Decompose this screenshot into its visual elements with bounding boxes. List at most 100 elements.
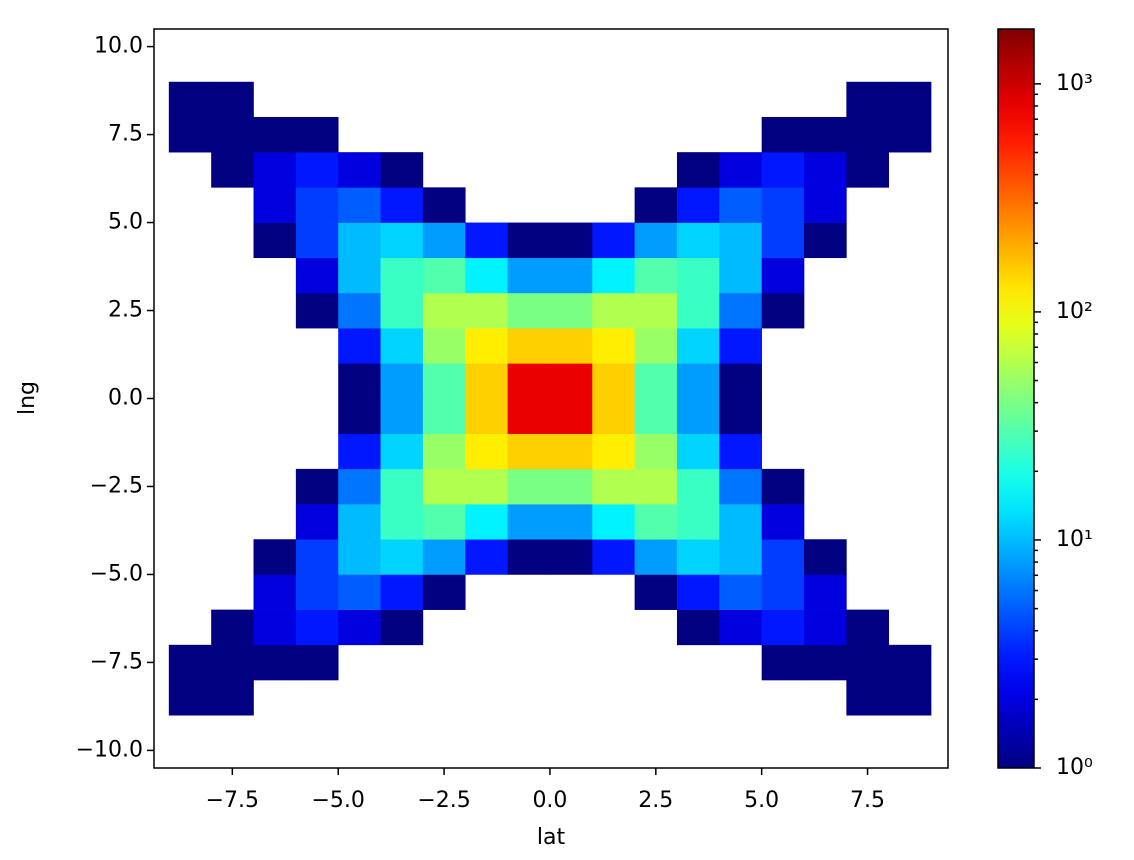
heatmap-cell — [634, 257, 678, 294]
heatmap-cell — [719, 609, 762, 646]
heatmap-cell — [592, 433, 635, 470]
heatmap-cell — [465, 82, 508, 117]
heatmap-cell — [507, 398, 551, 434]
heatmap-cell — [804, 469, 847, 504]
heatmap-cell — [761, 644, 805, 681]
heatmap-cell — [676, 222, 720, 259]
heatmap-cell — [507, 468, 551, 505]
heatmap-cell — [719, 152, 762, 188]
heatmap-cell — [295, 116, 339, 153]
heatmap-cell — [465, 328, 508, 364]
heatmap-cell — [295, 152, 339, 188]
heatmap-cell — [169, 328, 212, 363]
heatmap-cell — [338, 504, 381, 540]
heatmap-cell — [380, 398, 424, 434]
heatmap-cell — [889, 328, 932, 363]
heatmap-cell — [338, 715, 381, 750]
heatmap-cell — [719, 82, 762, 117]
heatmap-cell — [550, 715, 593, 750]
heatmap-cell — [253, 574, 297, 610]
heatmap-cell — [423, 715, 466, 750]
heatmap-cell — [592, 187, 635, 222]
heatmap-cell — [634, 187, 678, 223]
heatmap-cell — [550, 82, 593, 117]
heatmap-cell — [676, 609, 720, 646]
heatmap-cell — [676, 539, 720, 575]
heatmap-cell — [381, 645, 424, 680]
heatmap-cell — [719, 257, 762, 294]
heatmap-cell — [295, 222, 339, 259]
heatmap-cell — [338, 152, 381, 188]
heatmap-cell — [549, 328, 593, 364]
heatmap-cell — [508, 610, 551, 645]
heatmap-cell — [465, 680, 508, 715]
heatmap-cell — [761, 468, 805, 505]
heatmap-cell — [296, 680, 339, 715]
heatmap-cell — [846, 116, 890, 153]
heatmap-cell — [846, 258, 889, 293]
heatmap-cell — [550, 187, 593, 222]
heatmap-cell — [676, 398, 720, 434]
heatmap-cell — [168, 81, 212, 118]
heatmap-cell — [254, 47, 297, 82]
heatmap-cell — [549, 363, 593, 399]
heatmap-cell — [592, 398, 635, 434]
heatmap-cell — [338, 539, 381, 575]
heatmap-cell — [508, 645, 551, 680]
heatmap-cell — [804, 644, 847, 681]
heatmap-cell — [169, 610, 212, 645]
heatmap-cell — [381, 715, 424, 750]
heatmap-cell — [211, 116, 254, 153]
heatmap-cell — [422, 433, 466, 470]
heatmap — [168, 47, 932, 750]
heatmap-cell — [889, 539, 932, 574]
heatmap-cell — [295, 609, 339, 646]
heatmap-cell — [211, 715, 254, 750]
y-tick-label: 5.0 — [108, 210, 143, 235]
heatmap-cell — [846, 644, 890, 681]
heatmap-cell — [762, 399, 805, 434]
heatmap-cell — [169, 539, 212, 574]
heatmap-cell — [296, 82, 339, 117]
heatmap-cell — [889, 293, 932, 328]
heatmap-cell — [211, 609, 254, 646]
heatmap-cell — [889, 187, 932, 222]
heatmap-cell — [592, 117, 635, 152]
heatmap-cell — [423, 610, 466, 645]
heatmap-cell — [465, 433, 508, 470]
heatmap-cell — [677, 82, 720, 117]
heatmap-cell — [381, 47, 424, 82]
heatmap-cell — [338, 645, 381, 680]
heatmap-cell — [889, 504, 932, 539]
heatmap-cell — [634, 222, 678, 259]
heatmap-cell — [889, 399, 932, 434]
heatmap-cell — [422, 222, 466, 259]
heatmap-cell — [719, 715, 762, 750]
heatmap-cell — [295, 539, 339, 575]
heatmap-cell — [380, 539, 424, 575]
heatmap-cell — [761, 609, 805, 646]
heatmap-cell — [719, 504, 762, 540]
heatmap-cell — [761, 187, 805, 223]
heatmap-cell — [423, 82, 466, 117]
heatmap-cell — [888, 81, 932, 118]
heatmap-cell — [761, 292, 805, 329]
heatmap-cell — [254, 258, 297, 293]
heatmap-cell — [889, 152, 932, 187]
heatmap-cell — [592, 222, 635, 259]
heatmap-cell — [169, 715, 212, 750]
heatmap-cell — [254, 363, 297, 398]
heatmap-cell — [846, 715, 889, 750]
heatmap-cell — [338, 363, 381, 399]
heatmap-cell — [254, 469, 297, 504]
y-tick-label: −7.5 — [90, 649, 143, 674]
heatmap-cell — [211, 363, 254, 398]
heatmap-cell — [338, 82, 381, 117]
heatmap-cell — [762, 328, 805, 363]
heatmap-cell — [422, 328, 466, 364]
heatmap-cell — [719, 468, 762, 505]
heatmap-cell — [507, 292, 551, 329]
heatmap-cell — [507, 433, 551, 470]
heatmap-cell — [296, 328, 339, 363]
heatmap-cell — [169, 187, 212, 222]
